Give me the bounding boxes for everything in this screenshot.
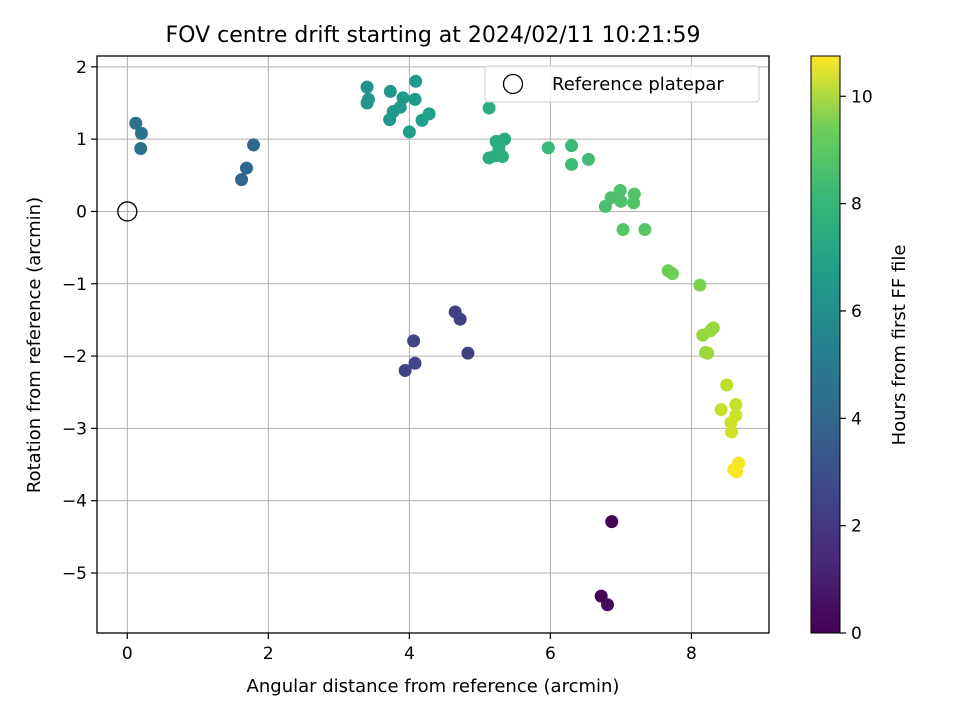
data-point bbox=[134, 142, 148, 156]
data-point bbox=[408, 92, 422, 106]
data-point bbox=[627, 196, 641, 210]
data-point bbox=[605, 515, 619, 529]
x-axis-label: Angular distance from reference (arcmin) bbox=[247, 676, 620, 697]
data-point bbox=[235, 173, 249, 187]
data-point bbox=[383, 84, 397, 98]
chart-title: FOV centre drift starting at 2024/02/11 … bbox=[166, 23, 701, 48]
legend-reference-marker bbox=[502, 73, 524, 95]
colorbar-tick-label: 10 bbox=[851, 87, 873, 107]
data-point bbox=[565, 157, 579, 171]
colorbar-tick-label: 4 bbox=[851, 409, 862, 429]
data-point bbox=[701, 346, 715, 360]
colorbar-ticks: 0 2 4 6 8 10 bbox=[840, 87, 873, 644]
data-point bbox=[616, 223, 630, 237]
x-tick-label: 4 bbox=[404, 644, 415, 664]
data-point bbox=[396, 91, 410, 105]
y-axis-ticks: −5 −4 −3 −2 −1 0 1 2 bbox=[62, 58, 97, 584]
data-point bbox=[730, 465, 744, 479]
data-point bbox=[696, 328, 710, 342]
data-point bbox=[247, 138, 261, 152]
y-tick-label: 0 bbox=[76, 202, 87, 222]
x-tick-label: 8 bbox=[686, 644, 697, 664]
data-point bbox=[383, 113, 397, 127]
y-tick-label: −4 bbox=[62, 492, 87, 512]
data-point bbox=[398, 364, 412, 378]
data-point bbox=[407, 334, 421, 348]
x-axis-ticks: 0 2 4 6 8 bbox=[122, 633, 697, 664]
colorbar-gradient bbox=[810, 55, 841, 634]
legend-label: Reference platepar bbox=[552, 74, 724, 95]
data-point bbox=[461, 346, 475, 360]
y-axis-label: Rotation from reference (arcmin) bbox=[24, 197, 45, 493]
data-point bbox=[541, 141, 555, 155]
y-tick-label: −5 bbox=[62, 564, 87, 584]
reference-point bbox=[117, 201, 138, 222]
x-tick-label: 2 bbox=[263, 644, 274, 664]
data-point bbox=[239, 161, 253, 175]
y-tick-label: 2 bbox=[76, 58, 87, 78]
plot-frame bbox=[96, 55, 770, 634]
data-points bbox=[129, 74, 746, 612]
data-point bbox=[604, 191, 618, 205]
grid-lines bbox=[97, 56, 769, 633]
data-point bbox=[720, 378, 734, 392]
legend-box bbox=[484, 65, 760, 103]
y-tick-label: −2 bbox=[62, 347, 87, 367]
reference-marker bbox=[117, 201, 138, 222]
data-point bbox=[495, 150, 509, 164]
colorbar-tick-label: 0 bbox=[851, 624, 862, 644]
data-point bbox=[134, 126, 148, 140]
data-point bbox=[714, 403, 728, 417]
data-point bbox=[565, 139, 579, 153]
data-point bbox=[129, 116, 143, 130]
legend: Reference platepar bbox=[484, 65, 760, 103]
colorbar-tick-label: 6 bbox=[851, 302, 862, 322]
data-point bbox=[402, 125, 416, 139]
data-point bbox=[360, 96, 374, 110]
data-point bbox=[482, 101, 496, 115]
data-point bbox=[638, 223, 652, 237]
y-tick-label: −3 bbox=[62, 419, 87, 439]
data-point bbox=[422, 107, 436, 121]
data-point bbox=[724, 416, 738, 430]
data-point bbox=[408, 356, 422, 370]
data-point bbox=[601, 598, 615, 612]
data-point bbox=[581, 152, 595, 166]
data-point bbox=[693, 278, 707, 292]
colorbar-label: Hours from first FF file bbox=[889, 245, 910, 446]
data-point bbox=[409, 74, 423, 88]
x-tick-label: 6 bbox=[545, 644, 556, 664]
colorbar-tick-label: 8 bbox=[851, 195, 862, 215]
colorbar: 0 2 4 6 8 10 Hours from first FF file bbox=[810, 55, 910, 644]
y-tick-label: −1 bbox=[62, 275, 87, 295]
data-point bbox=[725, 425, 739, 439]
data-point bbox=[614, 194, 628, 208]
colorbar-tick-label: 2 bbox=[851, 517, 862, 537]
data-point bbox=[729, 398, 743, 412]
x-tick-label: 0 bbox=[122, 644, 133, 664]
data-point bbox=[360, 80, 374, 94]
data-point bbox=[453, 312, 467, 326]
data-point bbox=[665, 267, 679, 281]
data-point bbox=[613, 183, 627, 197]
y-tick-label: 1 bbox=[76, 130, 87, 150]
